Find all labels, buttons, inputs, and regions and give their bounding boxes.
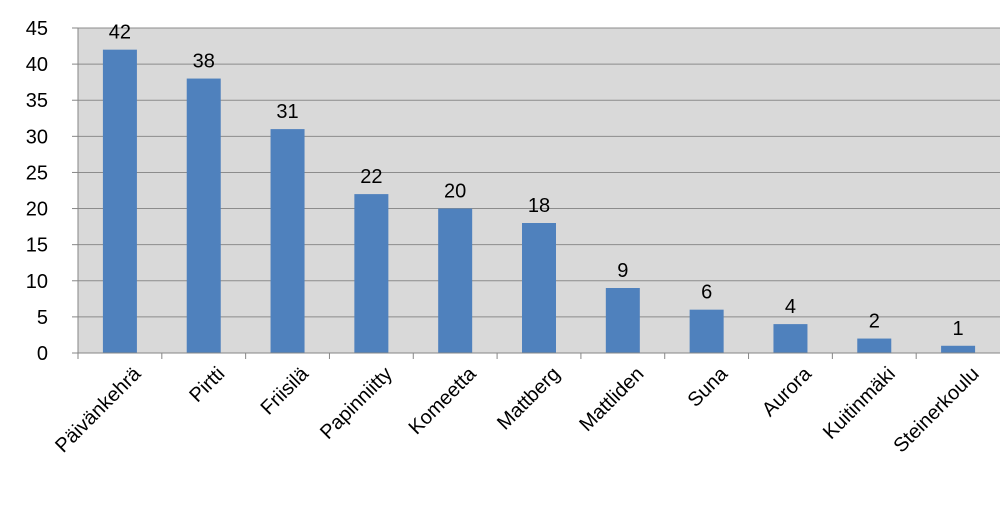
category-label: Suna [684, 362, 733, 411]
category-labels: Päivänkehrä Pirtti Friisilä Papinniitty Kome… [51, 362, 983, 457]
category-label: Kuitinmäki [819, 363, 900, 444]
category-label: Friisilä [257, 362, 314, 419]
y-tick-label: 40 [26, 54, 48, 76]
category-label: Pirtti [185, 363, 229, 407]
y-tick-labels: 0 5 10 15 20 25 30 35 40 45 [26, 18, 48, 365]
y-tick-label: 10 [26, 271, 48, 293]
data-label: 9 [617, 260, 628, 282]
bar [354, 194, 389, 353]
bar [857, 338, 892, 353]
data-label: 42 [109, 22, 131, 44]
data-label: 18 [528, 195, 550, 217]
y-tick-label: 35 [26, 90, 48, 112]
bar [773, 324, 808, 353]
data-label: 38 [193, 51, 215, 73]
y-tick-label: 45 [26, 18, 48, 40]
bar [270, 129, 305, 353]
category-label: Papinniitty [316, 363, 397, 444]
y-tick-label: 20 [26, 199, 48, 221]
data-label: 22 [360, 166, 382, 188]
bar [522, 223, 556, 353]
bar [438, 208, 473, 353]
y-tick-label: 30 [26, 126, 48, 148]
y-tick-label: 5 [37, 307, 48, 329]
data-label: 31 [276, 101, 298, 123]
category-label: Päivänkehrä [51, 362, 146, 457]
category-label: Komeetta [405, 362, 482, 439]
axes [77, 28, 1000, 354]
y-tick-label: 15 [26, 235, 48, 257]
data-label: 1 [953, 318, 964, 340]
data-label: 20 [444, 181, 466, 203]
bars [102, 49, 976, 354]
category-label: Mattberg [493, 363, 564, 434]
category-label: Aurora [758, 362, 817, 421]
y-tick-label: 25 [26, 162, 48, 184]
category-label: Mattliden [575, 363, 648, 436]
bar [186, 78, 221, 354]
data-label: 4 [785, 296, 796, 318]
y-tick-label: 0 [37, 343, 48, 365]
bar [689, 309, 724, 353]
data-label: 2 [869, 311, 880, 333]
bar [102, 49, 137, 354]
category-label: Steinerkoulu [889, 363, 983, 457]
bar [605, 288, 640, 353]
data-label: 6 [701, 282, 712, 304]
bar [941, 345, 976, 353]
